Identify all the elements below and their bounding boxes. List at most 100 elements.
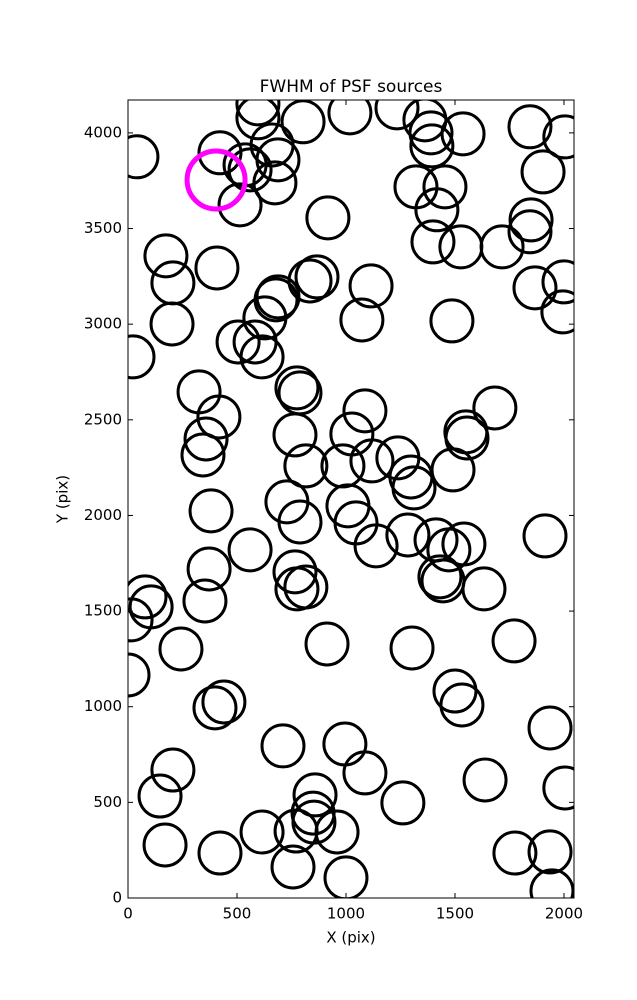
y-axis-label: Y (pix) — [54, 475, 72, 524]
point — [429, 298, 475, 344]
point — [385, 512, 431, 558]
point — [349, 438, 395, 484]
x-tick-label: 0 — [123, 905, 133, 923]
point — [143, 233, 189, 279]
point — [380, 780, 426, 826]
point — [409, 123, 455, 169]
point — [150, 260, 196, 306]
point — [507, 209, 553, 255]
point — [294, 254, 340, 300]
point — [529, 868, 574, 898]
point — [150, 747, 196, 793]
point — [201, 679, 247, 725]
point — [137, 773, 183, 819]
point — [128, 334, 156, 380]
point — [389, 625, 435, 671]
point — [128, 134, 160, 180]
point — [182, 578, 228, 624]
point — [325, 483, 371, 529]
point — [353, 523, 399, 569]
point — [542, 765, 574, 811]
point — [149, 301, 195, 347]
point — [277, 499, 323, 545]
point — [283, 443, 329, 489]
point — [158, 626, 204, 672]
x-tick-label: 1000 — [327, 905, 365, 923]
point — [252, 160, 298, 206]
point — [287, 258, 333, 304]
point — [440, 111, 486, 157]
point — [270, 844, 316, 890]
y-tick-label: 1000 — [84, 697, 122, 715]
point — [180, 432, 226, 478]
point — [323, 855, 369, 898]
point — [305, 195, 351, 241]
point — [128, 597, 154, 643]
point — [413, 517, 459, 563]
x-tick-label: 1500 — [436, 905, 474, 923]
point — [329, 411, 375, 457]
point — [188, 488, 234, 534]
point — [197, 130, 243, 176]
point — [491, 618, 537, 664]
point — [507, 104, 553, 150]
point — [472, 385, 518, 431]
point — [217, 182, 263, 228]
point — [438, 224, 484, 270]
point — [197, 830, 243, 876]
point — [342, 388, 388, 434]
x-tick-label: 2000 — [545, 905, 583, 923]
point — [280, 100, 326, 145]
point — [479, 224, 525, 270]
point — [227, 147, 273, 193]
y-tick-label: 2500 — [84, 410, 122, 428]
y-tick-label: 500 — [93, 793, 122, 811]
point — [492, 830, 538, 876]
y-tick-label: 0 — [112, 889, 122, 907]
point — [227, 527, 273, 573]
point — [391, 465, 437, 511]
point — [272, 549, 318, 595]
point — [422, 164, 468, 210]
plot-area — [128, 100, 574, 898]
point — [410, 219, 456, 265]
point — [414, 187, 460, 233]
point — [374, 100, 420, 131]
point — [408, 110, 454, 156]
point — [183, 416, 229, 462]
point — [194, 245, 240, 291]
point — [215, 319, 261, 365]
y-tick-label: 4000 — [84, 123, 122, 141]
y-tick-label: 1500 — [84, 602, 122, 620]
chart-title: FWHM of PSF sources — [260, 77, 443, 97]
point — [184, 148, 248, 212]
x-axis-label: X (pix) — [326, 929, 375, 947]
point — [192, 685, 238, 731]
point — [430, 447, 476, 493]
point — [142, 822, 188, 868]
point — [527, 829, 573, 875]
point — [274, 365, 320, 411]
point — [242, 295, 288, 341]
point — [522, 513, 568, 559]
point — [272, 412, 318, 458]
point — [235, 100, 281, 141]
point — [128, 652, 151, 698]
y-tick-label: 3500 — [84, 219, 122, 237]
point — [520, 149, 566, 195]
point — [541, 259, 574, 305]
point — [439, 682, 485, 728]
point — [239, 809, 285, 855]
y-tick-label: 2000 — [84, 506, 122, 524]
point — [260, 723, 306, 769]
point — [273, 808, 319, 854]
point — [512, 265, 558, 311]
point — [342, 750, 388, 796]
y-tick-label: 3000 — [84, 315, 122, 333]
point — [322, 721, 368, 767]
point — [461, 566, 507, 612]
point — [196, 394, 242, 440]
point — [339, 297, 385, 343]
x-tick-label: 500 — [223, 905, 252, 923]
